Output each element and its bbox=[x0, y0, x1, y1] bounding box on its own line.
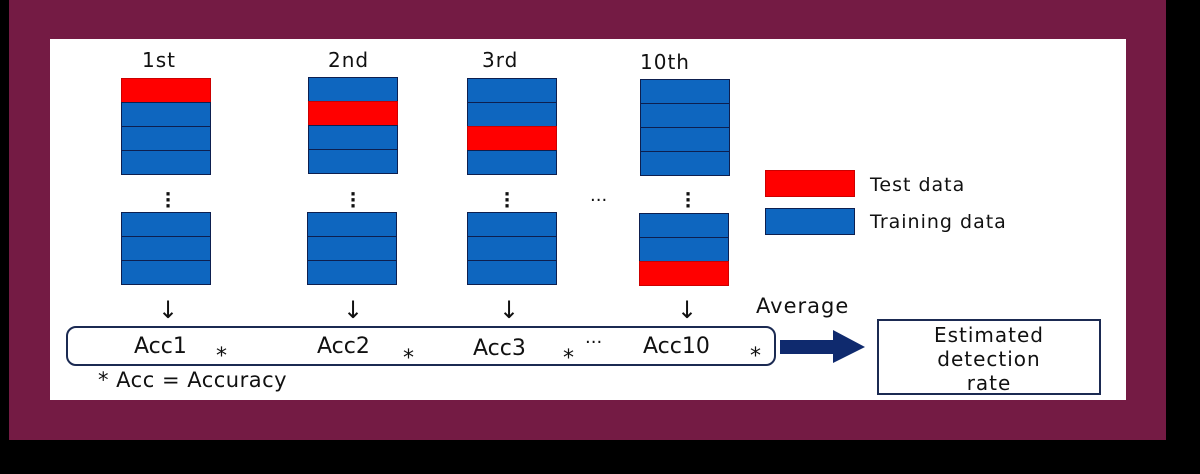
test-block bbox=[467, 126, 557, 151]
down-arrow-icon: ↓ bbox=[158, 296, 179, 324]
fold-1-upper-stack bbox=[121, 78, 211, 175]
asterisk: * bbox=[216, 344, 227, 369]
horizontal-ellipsis: ··· bbox=[585, 332, 603, 353]
training-block bbox=[640, 151, 730, 176]
test-block bbox=[121, 78, 211, 103]
acc-1: Acc1 bbox=[134, 334, 187, 359]
training-block bbox=[467, 236, 557, 261]
training-block bbox=[639, 213, 729, 238]
fold-3-lower-stack bbox=[467, 212, 557, 285]
test-block bbox=[639, 261, 729, 286]
accuracy-group-box bbox=[66, 326, 776, 366]
legend-test-swatch bbox=[765, 170, 855, 197]
average-label: Average bbox=[756, 294, 850, 318]
training-block bbox=[307, 236, 397, 261]
training-block bbox=[467, 212, 557, 237]
training-block bbox=[640, 103, 730, 128]
training-block bbox=[121, 150, 211, 175]
acc-10: Acc10 bbox=[643, 334, 710, 359]
test-block bbox=[308, 101, 398, 126]
training-block bbox=[467, 260, 557, 285]
fold-2-upper-stack bbox=[308, 77, 398, 174]
vertical-ellipsis-icon: · · · bbox=[503, 184, 511, 217]
fold-label-2nd: 2nd bbox=[328, 48, 370, 72]
legend-test-label: Test data bbox=[870, 174, 966, 196]
training-block bbox=[639, 237, 729, 262]
fold-label-1st: 1st bbox=[142, 48, 176, 72]
fold-2-lower-stack bbox=[307, 212, 397, 285]
training-block bbox=[308, 125, 398, 150]
result-line-3: rate bbox=[966, 371, 1012, 395]
training-block bbox=[308, 149, 398, 174]
asterisk: * bbox=[403, 346, 414, 371]
training-block bbox=[121, 260, 211, 285]
asterisk: * bbox=[563, 346, 574, 371]
fold-10-lower-stack bbox=[639, 213, 729, 286]
training-block bbox=[121, 236, 211, 261]
vertical-ellipsis-icon: · · · bbox=[349, 184, 357, 217]
legend-training-label: Training data bbox=[870, 211, 1007, 233]
down-arrow-icon: ↓ bbox=[343, 296, 364, 324]
result-line-1: Estimated bbox=[933, 323, 1045, 347]
vertical-ellipsis-icon: · · · bbox=[164, 184, 172, 217]
training-block bbox=[467, 78, 557, 103]
right-arrow-icon bbox=[780, 330, 865, 363]
fold-1-lower-stack bbox=[121, 212, 211, 285]
training-block bbox=[640, 79, 730, 104]
training-block bbox=[121, 102, 211, 127]
training-block bbox=[307, 212, 397, 237]
training-block bbox=[121, 126, 211, 151]
fold-label-3rd: 3rd bbox=[482, 48, 519, 72]
training-block bbox=[307, 260, 397, 285]
fold-3-upper-stack bbox=[467, 78, 557, 175]
down-arrow-icon: ↓ bbox=[677, 296, 698, 324]
diagram-panel bbox=[50, 39, 1126, 400]
accuracy-note: * Acc = Accuracy bbox=[98, 368, 288, 392]
training-block bbox=[467, 102, 557, 127]
vertical-ellipsis-icon: · · · bbox=[684, 184, 692, 217]
acc-2: Acc2 bbox=[317, 334, 370, 359]
horizontal-ellipsis: ··· bbox=[590, 190, 608, 211]
result-line-2: detection bbox=[937, 347, 1041, 371]
training-block bbox=[308, 77, 398, 102]
training-block bbox=[121, 212, 211, 237]
asterisk: * bbox=[750, 344, 761, 369]
legend-training-swatch bbox=[765, 208, 855, 235]
fold-10-upper-stack bbox=[640, 79, 730, 176]
fold-label-10th: 10th bbox=[640, 50, 690, 74]
training-block bbox=[467, 150, 557, 175]
acc-3: Acc3 bbox=[473, 336, 526, 361]
training-block bbox=[640, 127, 730, 152]
estimated-detection-rate-box: Estimated detection rate bbox=[877, 319, 1101, 395]
down-arrow-icon: ↓ bbox=[499, 296, 520, 324]
